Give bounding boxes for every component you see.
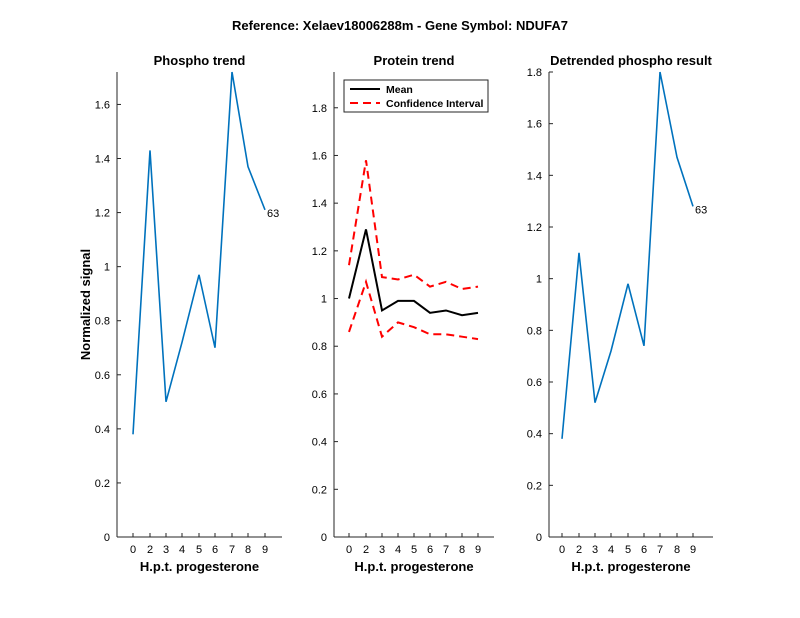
phospho-x-tick-label: 5	[196, 544, 202, 556]
detrended-y-tick-label: 0.4	[527, 429, 542, 441]
protein-x-tick-label: 5	[411, 544, 417, 556]
phospho-y-tick-label: 1.6	[95, 99, 110, 111]
protein-y-tick-label: 0	[321, 532, 327, 544]
protein-y-tick-label: 0.8	[312, 341, 327, 353]
protein-x-tick-label: 7	[443, 544, 449, 556]
detrended-x-tick-label: 5	[625, 544, 631, 556]
detrended-y-tick-label: 0.8	[527, 325, 542, 337]
phospho-y-tick-label: 0.2	[95, 478, 110, 490]
protein-y-tick-label: 1.6	[312, 150, 327, 162]
detrended-y-tick-label: 1.6	[527, 119, 542, 131]
phospho-y-tick-label: 0.6	[95, 370, 110, 382]
phospho-x-tick-label: 6	[212, 544, 218, 556]
protein-y-tick-label: 1.4	[312, 198, 327, 210]
detrended-x-tick-label: 9	[690, 544, 696, 556]
protein-legend-label: Mean	[386, 84, 413, 96]
detrended-y-tick-label: 1.8	[527, 67, 542, 79]
phospho-series-line-0	[132, 71, 266, 435]
detrended-x-tick-label: 8	[674, 544, 680, 556]
protein-x-tick-label: 0	[346, 544, 352, 556]
protein-y-tick-label: 1	[321, 294, 327, 306]
phospho-y-tick-label: 0	[104, 532, 110, 544]
detrended-x-tick-label: 3	[592, 544, 598, 556]
protein-y-tick-label: 1.2	[312, 246, 327, 258]
protein-y-tick-label: 0.6	[312, 389, 327, 401]
protein-x-tick-label: 2	[363, 544, 369, 556]
phospho-x-tick-label: 2	[147, 544, 153, 556]
phospho-title: Phospho trend	[154, 53, 246, 68]
phospho-y-tick-label: 0.4	[95, 424, 110, 436]
detrended-x-tick-label: 2	[576, 544, 582, 556]
detrended-y-tick-label: 1.2	[527, 222, 542, 234]
phospho-x-tick-label: 0	[130, 544, 136, 556]
detrended-y-tick-label: 1	[536, 274, 542, 286]
phospho-x-axis-label: H.p.t. progesterone	[140, 559, 259, 574]
protein-series-line-1	[348, 160, 479, 291]
detrended-y-tick-label: 0.2	[527, 480, 542, 492]
phospho-y-tick-label: 1.4	[95, 154, 110, 166]
protein-x-axis-label: H.p.t. progesterone	[354, 559, 473, 574]
phospho-x-tick-label: 9	[262, 544, 268, 556]
protein-x-tick-label: 9	[475, 544, 481, 556]
phospho-y-axis-label: Normalized signal	[78, 249, 93, 360]
protein-y-tick-label: 0.2	[312, 484, 327, 496]
protein-x-tick-label: 4	[395, 544, 401, 556]
detrended-y-tick-label: 0	[536, 532, 542, 544]
phospho-x-tick-label: 4	[179, 544, 185, 556]
protein-legend-label: Confidence Interval	[386, 98, 484, 110]
detrended-phospho-axes: 00.20.40.60.811.21.41.61.80 2 3 4 5 6 7 8 9Detre…	[527, 53, 713, 574]
protein-title: Protein trend	[374, 53, 455, 68]
detrended-x-tick-label: 4	[608, 544, 614, 556]
phospho-trend-axes: 00.20.40.60.811.21.41.60 2 3 4 5 6 7 8 9Phospho …	[78, 53, 282, 574]
protein-series-line-2	[348, 278, 479, 341]
phospho-y-tick-label: 1.2	[95, 208, 110, 220]
protein-y-tick-label: 1.8	[312, 103, 327, 115]
phospho-point-label: 63	[267, 208, 279, 220]
phospho-x-tick-label: 8	[245, 544, 251, 556]
protein-series-line-0	[348, 229, 479, 317]
protein-legend-box	[343, 79, 489, 113]
phospho-x-tick-label: 3	[163, 544, 169, 556]
protein-x-tick-label: 3	[379, 544, 385, 556]
detrended-x-axis-label: H.p.t. progesterone	[571, 559, 690, 574]
detrended-x-tick-label: 0	[559, 544, 565, 556]
detrended-y-tick-label: 0.6	[527, 377, 542, 389]
protein-x-tick-label: 8	[459, 544, 465, 556]
detrended-title: Detrended phospho result	[550, 53, 712, 68]
detrended-y-tick-label: 1.4	[527, 170, 542, 182]
phospho-x-tick-label: 7	[229, 544, 235, 556]
phospho-y-tick-label: 0.8	[95, 316, 110, 328]
detrended-x-tick-label: 6	[641, 544, 647, 556]
detrended-x-tick-label: 7	[657, 544, 663, 556]
protein-y-tick-label: 0.4	[312, 437, 327, 449]
protein-trend-axes: 00.20.40.60.811.21.41.61.80 2 3 4 5 6 7 8 9Prote…	[312, 53, 494, 574]
detrended-series-line-0	[561, 71, 694, 439]
protein-x-tick-label: 6	[427, 544, 433, 556]
detrended-point-label: 63	[695, 204, 707, 216]
phospho-y-tick-label: 1	[104, 262, 110, 274]
figure-suptitle: Reference: Xelaev18006288m - Gene Symbol…	[232, 18, 568, 33]
